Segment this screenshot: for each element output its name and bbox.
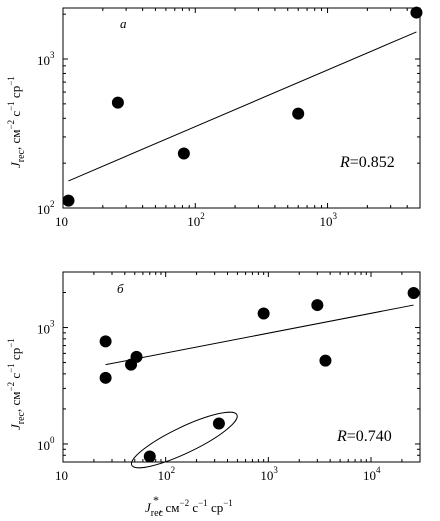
panel-b: б 10 102 103 104 100 103 R=0.740 Jrec, см−2 с… (6, 271, 421, 519)
panel-b-r-value: R=0.740 (336, 428, 392, 445)
data-point (292, 107, 305, 120)
panel-a-label: а (120, 16, 127, 31)
panel-b-frame (62, 271, 421, 463)
regression-line (68, 31, 417, 182)
panel-a-r-number: =0.852 (350, 154, 395, 171)
panel-a-r-letter: R (339, 154, 350, 171)
data-point (407, 287, 420, 300)
y-tick-label: 102 (37, 199, 55, 217)
data-point (212, 417, 225, 430)
panel-b-highlight-ellipse (130, 411, 238, 469)
panel-b-x-axis-label: Jrec*, см−2 с−1 ср−1 (145, 493, 233, 519)
data-point (257, 307, 270, 320)
x-tick-label: 103 (320, 211, 338, 229)
data-point (111, 96, 124, 109)
data-point (99, 371, 112, 384)
data-point (319, 354, 332, 367)
y-tick-label: 103 (37, 319, 55, 337)
panel-b-r-number: =0.740 (347, 428, 392, 445)
panel-b-y-axis-label: Jrec, см−2 с−1 ср−1 (6, 338, 27, 430)
data-point (177, 147, 190, 160)
data-point (62, 194, 75, 207)
x-tick-label: 10 (55, 468, 68, 483)
panel-a-points (62, 6, 423, 207)
x-tick-label: 10 (55, 214, 68, 229)
y-tick-label: 100 (37, 435, 55, 453)
panel-b-points (99, 287, 420, 463)
x-tick-label: 102 (187, 211, 205, 229)
data-point (311, 299, 324, 312)
panel-a-y-axis-label: Jrec, см−2 с−1 ср−1 (6, 76, 27, 168)
outlier-ellipse (130, 411, 238, 469)
data-point (143, 450, 156, 463)
y-tick-label: 103 (37, 50, 55, 68)
panel-a-frame (62, 7, 421, 209)
panel-b-ticks: 10 102 103 104 100 103 (37, 271, 421, 483)
panel-b-label: б (117, 281, 124, 296)
data-point (99, 335, 112, 348)
x-tick-label: 104 (363, 465, 381, 483)
panel-a-fit-line (68, 31, 417, 182)
panel-a-r-value: R=0.852 (339, 154, 395, 171)
x-tick-label: 102 (158, 465, 176, 483)
data-point (410, 6, 423, 19)
data-point (130, 350, 143, 363)
x-tick-label: 103 (260, 465, 278, 483)
regression-line (105, 304, 414, 366)
panel-b-r-letter: R (336, 428, 347, 445)
panel-b-fit-line (105, 304, 414, 366)
